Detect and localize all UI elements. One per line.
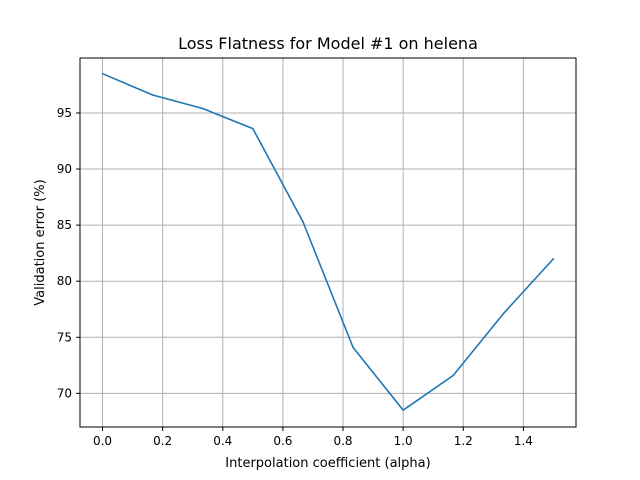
data-point	[502, 312, 505, 315]
y-axis-label: Validation error (%)	[33, 179, 48, 305]
y-tick-label: 90	[57, 162, 72, 176]
y-tick-label: 85	[57, 218, 72, 232]
y-tick-label: 80	[57, 274, 72, 288]
chart-title: Loss Flatness for Model #1 on helena	[178, 34, 478, 53]
x-tick-label: 0.2	[153, 434, 172, 448]
data-point	[201, 107, 204, 110]
data-point	[452, 374, 455, 377]
y-tick-label: 70	[57, 386, 72, 400]
data-point	[101, 72, 104, 75]
x-tick-label: 1.4	[514, 434, 533, 448]
series-line	[102, 72, 555, 411]
plot-frame	[79, 57, 577, 428]
x-tick-label: 0.6	[273, 434, 292, 448]
x-tick-label: 0.0	[93, 434, 112, 448]
ticks: 0.0 0.2 0.4 0.6 0.8 1.0 1.2 1.4 70 75 80 85 90 95	[57, 106, 533, 448]
data-point	[302, 220, 304, 223]
data-point	[151, 94, 154, 96]
x-tick-label: 1.2	[454, 434, 473, 448]
x-tick-label: 0.8	[333, 434, 352, 448]
grid	[80, 58, 576, 427]
y-tick-label: 75	[57, 330, 72, 344]
y-tick-label: 95	[57, 106, 72, 120]
x-axis-label: Interpolation coefficient (alpha)	[225, 456, 430, 471]
data-point	[352, 346, 354, 349]
series-group	[101, 72, 555, 411]
data-point	[252, 127, 254, 130]
x-tick-label: 0.4	[213, 434, 232, 448]
x-tick-label: 1.0	[394, 434, 413, 448]
data-point	[402, 409, 404, 411]
data-point	[552, 257, 555, 260]
